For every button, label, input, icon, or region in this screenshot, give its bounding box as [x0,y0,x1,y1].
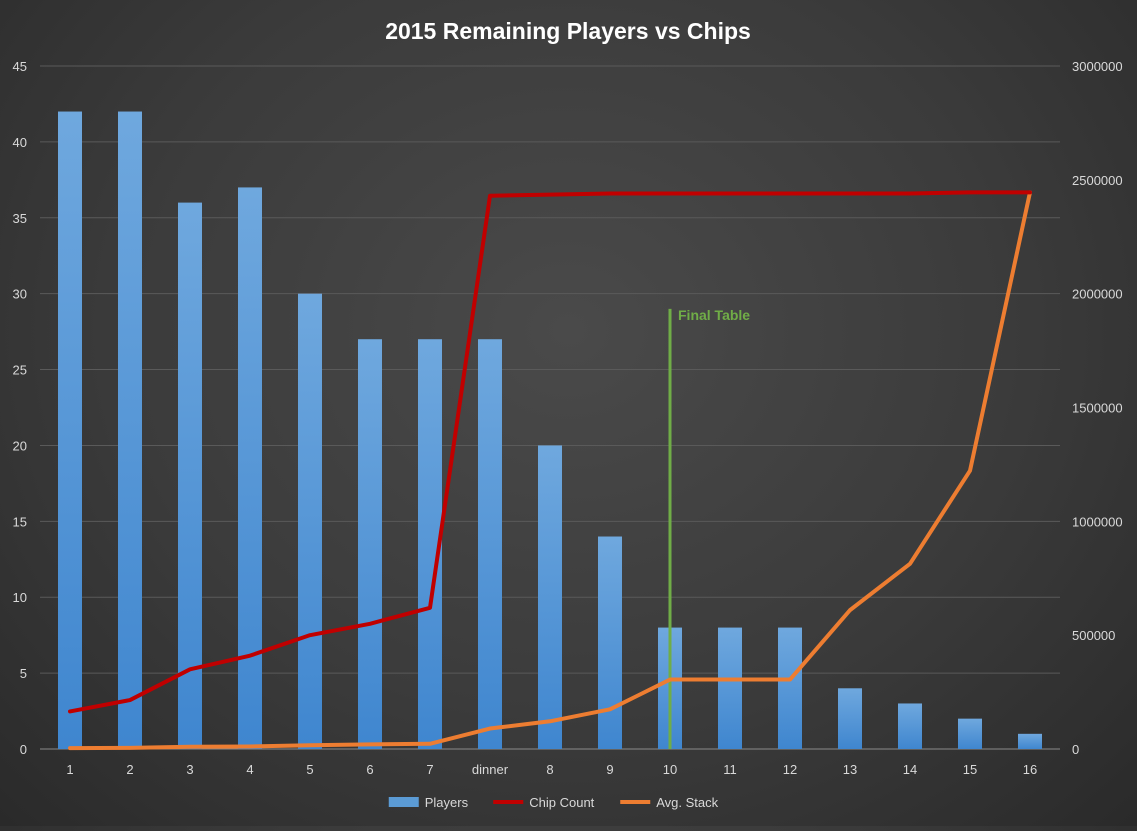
bar-players [118,111,142,750]
legend-label: Chip Count [529,795,594,810]
x-axis-tick-label: 15 [963,762,977,777]
right-axis-tick-label: 2000000 [1072,287,1123,302]
x-axis-tick-label: 3 [186,762,193,777]
left-axis-tick-label: 0 [20,742,27,757]
line-avg-stack [68,190,1032,751]
left-axis-tick-label: 25 [13,363,27,378]
annotations: Final Table [668,307,750,749]
bar-players [598,536,622,749]
left-axis-tick-label: 20 [13,438,27,453]
left-axis-tick-label: 5 [20,666,27,681]
bar-players [478,339,502,749]
bar-series-players [58,111,1042,750]
bar-players [538,445,562,749]
bar-players [778,627,802,749]
line-series [68,190,1032,751]
x-axis-tick-label: 2 [126,762,133,777]
bar-players [178,202,202,750]
right-axis-tick-label: 2500000 [1072,173,1123,188]
legend-label: Avg. Stack [656,795,718,810]
bar-players [718,627,742,749]
left-axis-tick-label: 15 [13,514,27,529]
left-axis-tick-label: 45 [13,59,27,74]
left-axis-tick-label: 10 [13,590,27,605]
bar-players [298,293,322,749]
x-axis-tick-label: 14 [903,762,917,777]
x-axis-tick-label: dinner [472,762,509,777]
x-axis-tick-label: 8 [546,762,553,777]
bar-players [238,187,262,749]
right-axis-tick-label: 3000000 [1072,59,1123,74]
bar-players [838,688,862,749]
left-axis-ticks: 0 5 10 15 20 25 30 35 40 45 [13,59,27,757]
line-chip-count [68,190,1032,714]
legend-swatch-players [388,797,419,807]
left-axis-tick-label: 40 [13,135,27,150]
bar-players [898,703,922,749]
right-axis-tick-label: 1000000 [1072,514,1123,529]
right-axis-tick-label: 500000 [1072,628,1115,643]
x-axis-tick-label: 12 [783,762,797,777]
legend: Players Chip Count Avg. Stack [388,795,719,810]
x-axis-tick-label: 6 [366,762,373,777]
x-axis-tick-label: 16 [1023,762,1037,777]
right-axis-ticks: 0 500000 1000000 1500000 2000000 2500000 30000… [1072,59,1123,757]
x-axis-tick-label: 5 [306,762,313,777]
bar-players [358,339,382,749]
x-axis-tick-label: 4 [246,762,253,777]
x-axis-tick-label: 10 [663,762,677,777]
bar-players [58,111,82,750]
x-axis-tick-label: 1 [66,762,73,777]
bar-players [1018,733,1042,749]
bar-players [958,718,982,749]
right-axis-tick-label: 0 [1072,742,1079,757]
x-axis-ticks: 1 2 3 4 5 6 7 dinner 8 9 10 11 12 13 14 15 16 [66,762,1037,777]
left-axis-tick-label: 30 [13,287,27,302]
chart-title: 2015 Remaining Players vs Chips [385,18,751,44]
x-axis-tick-label: 11 [723,762,737,777]
right-axis-tick-label: 1500000 [1072,401,1123,416]
left-axis-tick-label: 35 [13,211,27,226]
x-axis-tick-label: 9 [606,762,613,777]
x-axis-tick-label: 13 [843,762,857,777]
legend-label: Players [425,795,469,810]
final-table-label: Final Table [678,307,750,323]
x-axis-tick-label: 7 [426,762,433,777]
